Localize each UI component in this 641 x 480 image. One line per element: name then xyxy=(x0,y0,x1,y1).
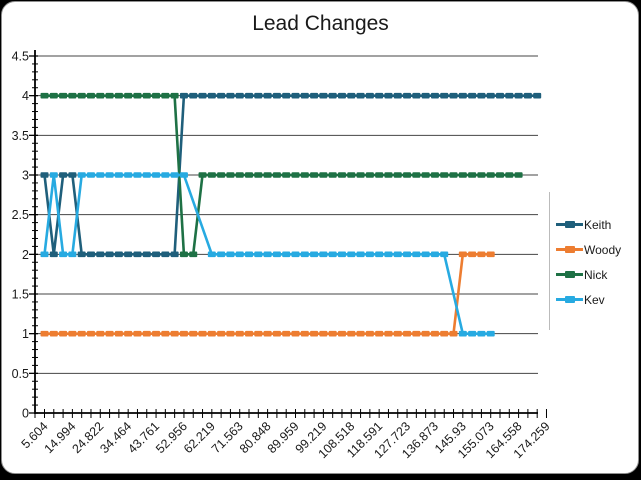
svg-text:3.5: 3.5 xyxy=(12,129,29,143)
series-nick xyxy=(40,92,523,258)
legend-marker-square xyxy=(565,271,575,278)
legend-label: Keith xyxy=(584,217,612,232)
legend-marker xyxy=(556,246,583,253)
chart-legend: Keith Woody Nick Kev xyxy=(556,212,621,312)
y-axis-ticks xyxy=(29,55,38,414)
legend-item-kev: Kev xyxy=(556,287,621,312)
chart-title: Lead Changes xyxy=(252,12,389,35)
legend-label: Kev xyxy=(584,292,605,307)
svg-text:3: 3 xyxy=(22,169,29,183)
legend-label: Nick xyxy=(584,267,608,282)
series-keith xyxy=(40,92,542,258)
legend-marker-square xyxy=(565,296,575,303)
legend-marker xyxy=(556,271,583,278)
svg-text:1.5: 1.5 xyxy=(12,288,29,302)
y-axis-labels: 0 0.5 1 1.5 2 2.5 3 3.5 4 4.5 xyxy=(12,50,29,421)
gridlines xyxy=(35,55,538,374)
legend-divider-line xyxy=(549,192,550,330)
x-axis-labels: 5.60414.99424.82234.46443.76152.95662.21… xyxy=(19,419,553,461)
x-axis-ticks xyxy=(34,409,547,418)
legend-marker-square xyxy=(565,221,575,228)
legend-marker xyxy=(556,296,583,303)
legend-item-woody: Woody xyxy=(556,237,621,262)
axes xyxy=(34,50,538,414)
legend-label: Woody xyxy=(584,242,622,257)
svg-text:4: 4 xyxy=(22,89,29,103)
svg-text:0: 0 xyxy=(22,407,29,421)
svg-text:1: 1 xyxy=(22,327,29,341)
svg-text:2.5: 2.5 xyxy=(12,208,29,222)
legend-item-nick: Nick xyxy=(556,262,621,287)
svg-text:4.5: 4.5 xyxy=(12,50,29,64)
svg-text:0.5: 0.5 xyxy=(12,367,29,381)
legend-item-keith: Keith xyxy=(556,212,621,237)
svg-text:2: 2 xyxy=(22,248,29,262)
legend-marker-square xyxy=(565,246,575,253)
legend-marker xyxy=(556,221,583,228)
series-woody xyxy=(40,251,495,337)
series-kev xyxy=(40,172,495,337)
